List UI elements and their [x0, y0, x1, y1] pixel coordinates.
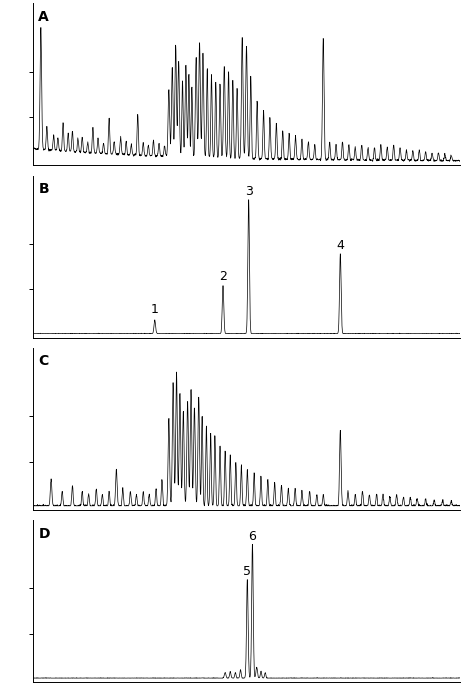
Text: A: A: [38, 10, 49, 24]
Text: 4: 4: [337, 239, 344, 251]
Text: 5: 5: [243, 564, 251, 577]
Text: 1: 1: [151, 303, 159, 316]
Text: B: B: [38, 182, 49, 196]
Text: 2: 2: [219, 269, 227, 282]
Text: 3: 3: [245, 185, 253, 198]
Text: C: C: [38, 354, 48, 369]
Text: 6: 6: [248, 530, 256, 543]
Text: D: D: [38, 526, 50, 541]
